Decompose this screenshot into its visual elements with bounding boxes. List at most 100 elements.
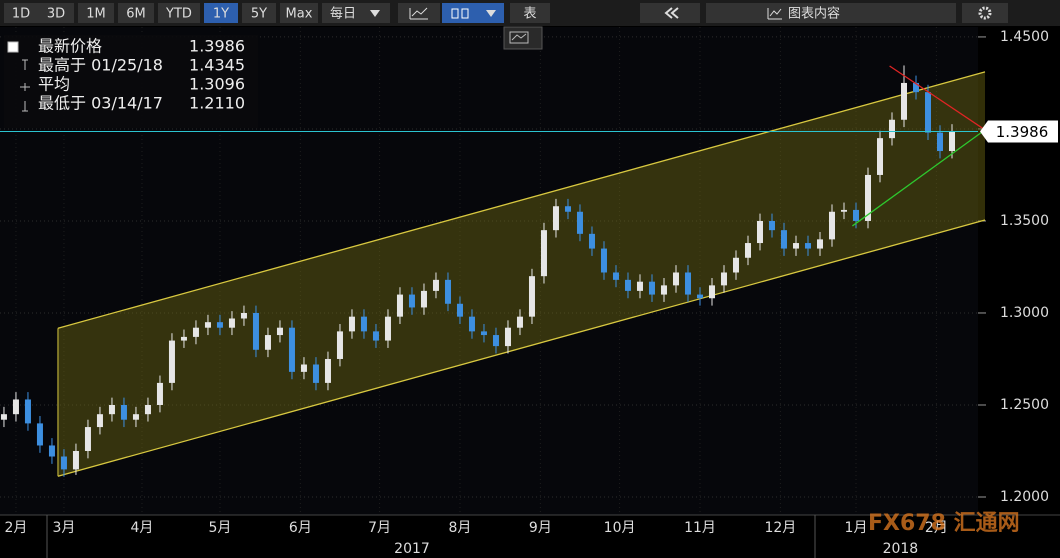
legend-icon bbox=[22, 101, 28, 112]
button-label[interactable]: 3D bbox=[47, 7, 65, 22]
button-label[interactable]: Max bbox=[286, 7, 313, 22]
x-tick-label: 2月 bbox=[4, 520, 27, 536]
candle-body bbox=[840, 209, 847, 212]
candle-body bbox=[420, 290, 427, 308]
last-price-label: 1.3986 bbox=[996, 123, 1049, 141]
chart-content-label[interactable]: 图表内容 bbox=[788, 6, 840, 22]
candle-body bbox=[192, 327, 199, 337]
candle-body bbox=[504, 327, 511, 347]
button-bg[interactable] bbox=[322, 3, 390, 23]
button-label[interactable]: 1D bbox=[12, 7, 30, 22]
button-label[interactable]: 6M bbox=[126, 7, 146, 22]
candle-body bbox=[696, 294, 703, 299]
frequency-label[interactable]: 每日 bbox=[330, 6, 356, 22]
candle-body bbox=[276, 327, 283, 336]
frequency-dropdown[interactable]: 每日 bbox=[322, 3, 390, 23]
candle-body bbox=[624, 279, 631, 291]
x-tick-label: 12月 bbox=[764, 520, 796, 536]
x-tick-label: 9月 bbox=[529, 520, 552, 536]
candle-body bbox=[612, 272, 619, 280]
button-label[interactable]: 5Y bbox=[251, 7, 267, 22]
button-bg[interactable] bbox=[78, 3, 114, 23]
candle-body bbox=[228, 318, 235, 328]
channel-line bbox=[57, 71, 986, 329]
last-price-tag bbox=[980, 120, 1058, 143]
button-bg[interactable] bbox=[38, 3, 74, 23]
candle-body bbox=[924, 92, 931, 133]
watermark: FX678 汇通网 bbox=[868, 511, 1020, 536]
x-tick-label: 5月 bbox=[209, 520, 232, 536]
button-bg[interactable] bbox=[158, 3, 200, 23]
year-label: 2018 bbox=[883, 541, 919, 557]
range-button[interactable]: Max bbox=[280, 3, 318, 23]
candle-body bbox=[816, 239, 823, 249]
candle-chart-button[interactable] bbox=[442, 3, 504, 23]
x-tick-label: 4月 bbox=[131, 520, 154, 536]
candle-body bbox=[240, 312, 247, 319]
range-button[interactable]: YTD bbox=[158, 3, 200, 23]
table-label[interactable]: 表 bbox=[523, 7, 536, 22]
candle-body bbox=[120, 404, 127, 420]
toolbar-buttons: 1D 3D 1M 6M YTD 1Y 5Y Max 每日 表 图表内容 bbox=[4, 3, 1008, 23]
x-tick-label: 2月 bbox=[925, 520, 948, 536]
candle-body bbox=[360, 316, 367, 332]
candle-body bbox=[72, 450, 79, 470]
x-tick-label: 11月 bbox=[684, 520, 716, 536]
button-bg[interactable] bbox=[4, 3, 38, 23]
candle-body bbox=[600, 248, 607, 273]
candle-body bbox=[444, 279, 451, 304]
candle-body bbox=[792, 243, 799, 249]
candle-body bbox=[204, 322, 211, 328]
legend-icon bbox=[22, 59, 28, 70]
button-bg[interactable] bbox=[204, 3, 238, 23]
button-label[interactable]: 1M bbox=[86, 7, 106, 22]
candle-body bbox=[180, 336, 187, 341]
range-button[interactable]: 5Y bbox=[242, 3, 276, 23]
range-button[interactable]: 1M bbox=[78, 3, 114, 23]
button-bg[interactable] bbox=[280, 3, 318, 23]
candle-body bbox=[852, 209, 859, 221]
collapse-icon bbox=[664, 7, 679, 19]
candle-body bbox=[168, 340, 175, 383]
candle-body bbox=[708, 285, 715, 299]
channel-fill bbox=[57, 71, 986, 477]
candle-body bbox=[156, 382, 163, 405]
candle-body bbox=[324, 358, 331, 383]
legend-label: 平均 bbox=[38, 75, 70, 94]
settings-button[interactable] bbox=[962, 3, 1008, 23]
button-bg[interactable] bbox=[118, 3, 154, 23]
candle-body bbox=[912, 82, 919, 93]
x-tick-label: 6月 bbox=[289, 520, 312, 536]
candle-body bbox=[756, 220, 763, 244]
candle-body bbox=[372, 331, 379, 341]
candle-body bbox=[828, 211, 835, 240]
button-label[interactable]: YTD bbox=[165, 7, 192, 22]
candle-body bbox=[588, 233, 595, 249]
range-button[interactable]: 1Y bbox=[204, 3, 238, 23]
legend-label: 最低于 03/14/17 bbox=[38, 94, 163, 113]
candle-body bbox=[384, 316, 391, 341]
candle-body bbox=[804, 243, 811, 249]
chart-type-icon bbox=[509, 31, 529, 44]
button-bg[interactable] bbox=[242, 3, 276, 23]
trend-line bbox=[889, 65, 986, 131]
plot: 1.20001.25001.30001.35001.40001.45002月3月… bbox=[0, 27, 1058, 557]
dropdown-arrow[interactable] bbox=[370, 10, 380, 17]
candle-body bbox=[888, 119, 895, 139]
x-tick-label: 3月 bbox=[53, 520, 76, 536]
y-tick-label: 1.3500 bbox=[1000, 213, 1049, 229]
settings-icon bbox=[978, 6, 992, 20]
trend-line bbox=[852, 129, 986, 227]
candle-body bbox=[408, 294, 415, 308]
range-button[interactable]: 3D bbox=[38, 3, 74, 23]
candle-body bbox=[288, 327, 295, 372]
range-button[interactable]: 1D bbox=[4, 3, 38, 23]
range-button[interactable]: 6M bbox=[118, 3, 154, 23]
table-button[interactable] bbox=[510, 3, 550, 23]
candle-body bbox=[900, 82, 907, 120]
button-label[interactable]: 1Y bbox=[213, 7, 229, 22]
candle-body bbox=[948, 131, 955, 152]
collapse-button[interactable] bbox=[640, 3, 700, 23]
candle-body bbox=[60, 456, 67, 470]
